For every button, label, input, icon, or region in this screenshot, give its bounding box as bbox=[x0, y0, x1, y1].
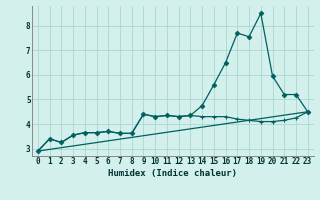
X-axis label: Humidex (Indice chaleur): Humidex (Indice chaleur) bbox=[108, 169, 237, 178]
